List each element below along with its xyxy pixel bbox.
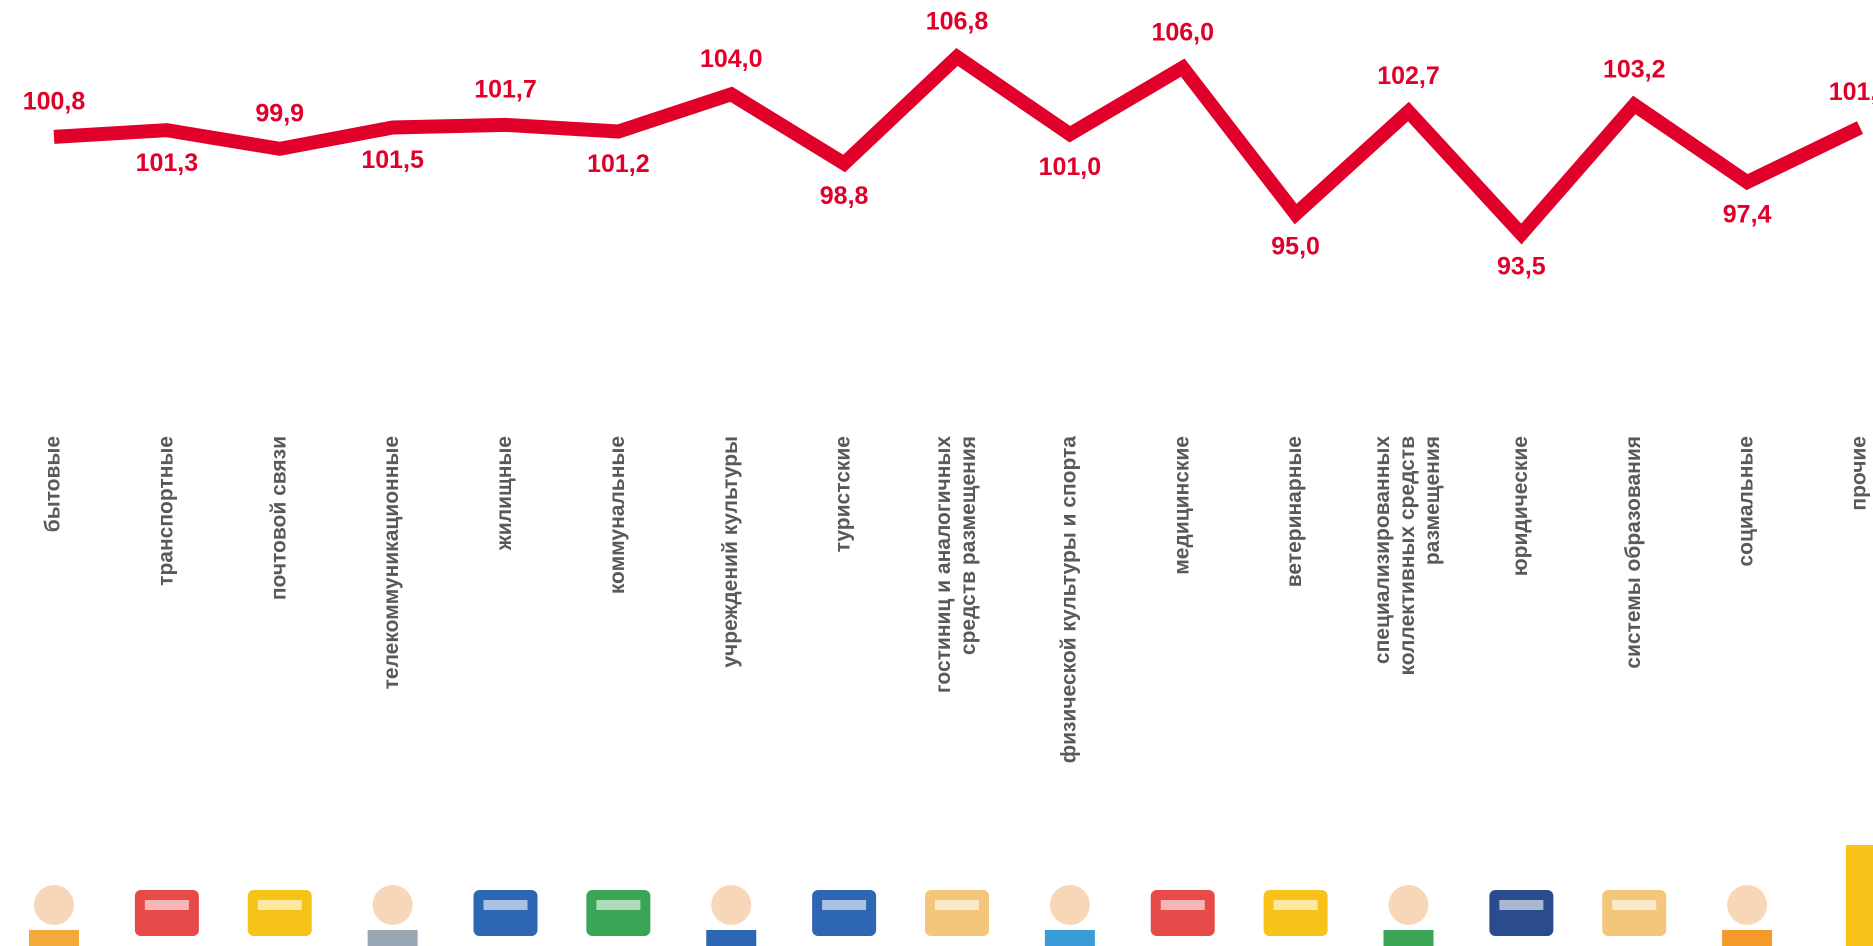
category-label: ветеринарные <box>1283 436 1306 587</box>
icon-detail <box>1612 900 1657 910</box>
icon <box>1263 890 1328 936</box>
icon <box>247 890 312 936</box>
icon <box>1602 890 1667 936</box>
value-label: 101,3 <box>136 149 199 177</box>
icon-body <box>1044 930 1095 946</box>
icon-detail <box>1499 900 1544 910</box>
icon <box>1383 885 1434 946</box>
icon <box>1489 890 1554 936</box>
icon-shape <box>473 890 538 936</box>
value-label: 101,2 <box>587 150 650 178</box>
icon-body <box>706 930 757 946</box>
icon-shape <box>1150 890 1215 936</box>
category-label: прочие <box>1848 436 1871 511</box>
icon-head <box>372 885 413 925</box>
value-label: 102,7 <box>1377 62 1440 90</box>
value-label: 106,0 <box>1151 18 1214 46</box>
icon <box>1044 885 1095 946</box>
category-label: бытовые <box>42 436 65 532</box>
category-label: юридические <box>1509 436 1532 576</box>
category-label: специализированных <box>1371 436 1394 664</box>
icon <box>1722 885 1773 946</box>
category-label: телекоммуникационные <box>380 436 403 689</box>
icon-head <box>1727 885 1768 925</box>
value-label: 98,8 <box>820 182 869 210</box>
icon-detail <box>1160 900 1205 910</box>
value-label: 100,8 <box>23 87 86 115</box>
icon <box>134 890 199 936</box>
category-label: социальные <box>1735 436 1758 567</box>
icon-shape <box>1489 890 1554 936</box>
value-label: 106,8 <box>926 8 989 36</box>
icon-shape <box>134 890 199 936</box>
value-label: 101,5 <box>361 146 424 174</box>
icon-shape <box>812 890 877 936</box>
value-label: 93,5 <box>1497 253 1546 281</box>
data-line <box>53 48 1864 245</box>
category-label: коммунальные <box>606 436 629 594</box>
category-label: гостиниц и аналогичных <box>932 436 955 693</box>
icon <box>925 890 989 936</box>
value-label: 103,2 <box>1603 56 1666 84</box>
category-label: средств размещения <box>957 436 980 655</box>
icon <box>367 885 418 946</box>
value-label: 104,0 <box>700 45 763 73</box>
icon <box>1150 890 1215 936</box>
icon-detail <box>935 900 979 910</box>
icon-body <box>367 930 418 946</box>
value-label: 101,5 <box>1829 78 1873 106</box>
value-label: 97,4 <box>1723 201 1772 229</box>
icon-detail <box>596 900 641 910</box>
icon-head <box>711 885 752 925</box>
category-label: коллективных средств <box>1396 436 1419 676</box>
icon-body <box>1383 930 1434 946</box>
icon-shape <box>1602 890 1667 936</box>
category-label: туристские <box>832 436 855 552</box>
icon-detail <box>822 900 867 910</box>
icon-head <box>1049 885 1090 925</box>
icon-shape <box>1263 890 1328 936</box>
icon-shape <box>586 890 651 936</box>
category-label: медицинские <box>1170 436 1193 575</box>
category-label: почтовой связи <box>267 436 290 600</box>
side-bar <box>1846 845 1873 946</box>
icon-shape <box>925 890 989 936</box>
icon-body <box>29 930 79 946</box>
icon-head <box>34 885 74 925</box>
value-label: 99,9 <box>255 99 304 127</box>
icon-body <box>1722 930 1773 946</box>
icon-detail <box>483 900 528 910</box>
icon-shape <box>247 890 312 936</box>
category-label: физической культуры и спорта <box>1057 436 1080 764</box>
icon <box>586 890 651 936</box>
icon <box>706 885 757 946</box>
icon-head <box>1388 885 1429 925</box>
icon-detail <box>144 900 189 910</box>
icon <box>473 890 538 936</box>
category-label: жилищные <box>493 436 516 551</box>
value-label: 101,7 <box>474 75 537 103</box>
icon-detail <box>1273 900 1318 910</box>
icon-detail <box>257 900 302 910</box>
icon <box>812 890 877 936</box>
value-label: 95,0 <box>1271 233 1320 261</box>
category-label: учреждений культуры <box>719 436 742 668</box>
category-label: размещения <box>1421 436 1444 565</box>
category-label: системы образования <box>1622 436 1645 669</box>
value-label: 101,0 <box>1039 153 1102 181</box>
category-label: транспортные <box>154 436 177 586</box>
icon <box>29 885 79 946</box>
